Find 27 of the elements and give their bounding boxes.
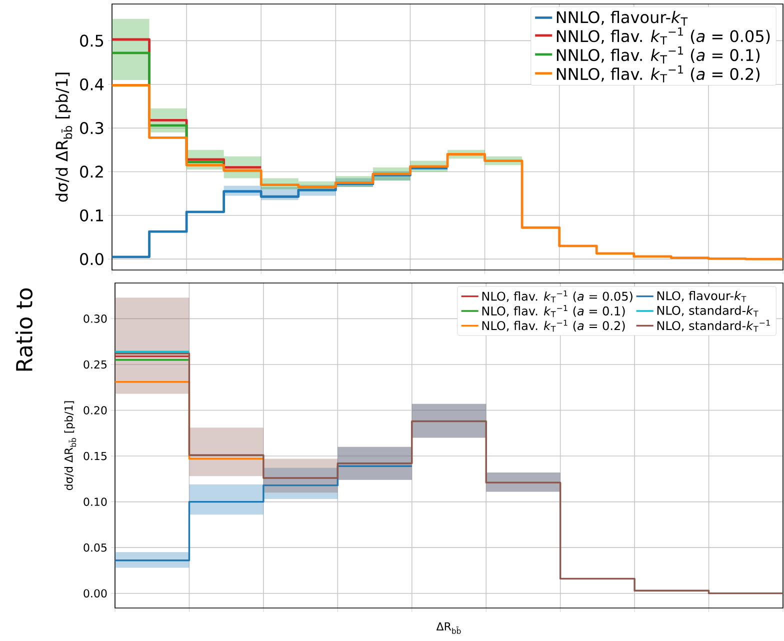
y-tick-label: 0.3 — [80, 122, 104, 134]
y-tick-label: 0.0 — [80, 253, 104, 266]
legend-label: NNLO, flavour-k$_{T}$ — [556, 10, 688, 26]
legend-label: NLO, flav. k$_{T}$$^{−1}$ (a = 0.1) — [482, 305, 625, 318]
legend-label: NNLO, flav. k$_{T}$$^{−1}$ (a = 0.2) — [556, 65, 760, 82]
y-tick-label: 0.5 — [80, 34, 104, 47]
y-tick-label: 0.25 — [84, 360, 107, 369]
y-tick-label: 0.15 — [84, 452, 107, 460]
y-tick-label: 0.20 — [84, 406, 107, 414]
y-axis-title: dσ/d ΔR$_{bb̄}$ [pb/1] — [55, 72, 72, 202]
legend-label: NLO, standard-k$_{T}$−1 — [657, 320, 770, 332]
x-axis-title: ΔR$_{bb̄}$ — [436, 622, 461, 634]
y-tick-label: 0.10 — [84, 498, 107, 506]
legend-label: NLO, flav. k$_{T}$$^{−1}$ (a = 0.2) — [482, 320, 625, 332]
legend-label: NLO, standard-k$_{T}$ — [657, 306, 758, 317]
y-tick-label: 0.2 — [80, 166, 103, 178]
text: Ratio to — [15, 288, 33, 371]
y-tick-label: 0.05 — [84, 543, 107, 552]
y-tick-label: 0.00 — [84, 589, 107, 598]
legend-label: NNLO, flav. k$_{T}$$^{−1}$ (a = 0.1) — [556, 46, 760, 64]
legend-label: NLO, flav. k$_{T}$$^{−1}$ (a = 0.05) — [482, 290, 632, 302]
y-axis-title: dσ/d ΔR$_{bb̄}$ [pb/1] — [64, 401, 76, 490]
legend-label: NNLO, flav. k$_{T}$$^{−1}$ (a = 0.05) — [556, 28, 770, 45]
legend-label: NLO, flavour-k$_{T}$ — [657, 290, 746, 302]
y-tick-label: 0.4 — [80, 78, 104, 90]
y-tick-label: 0.1 — [80, 209, 103, 222]
y-tick-label: 0.30 — [84, 314, 107, 323]
